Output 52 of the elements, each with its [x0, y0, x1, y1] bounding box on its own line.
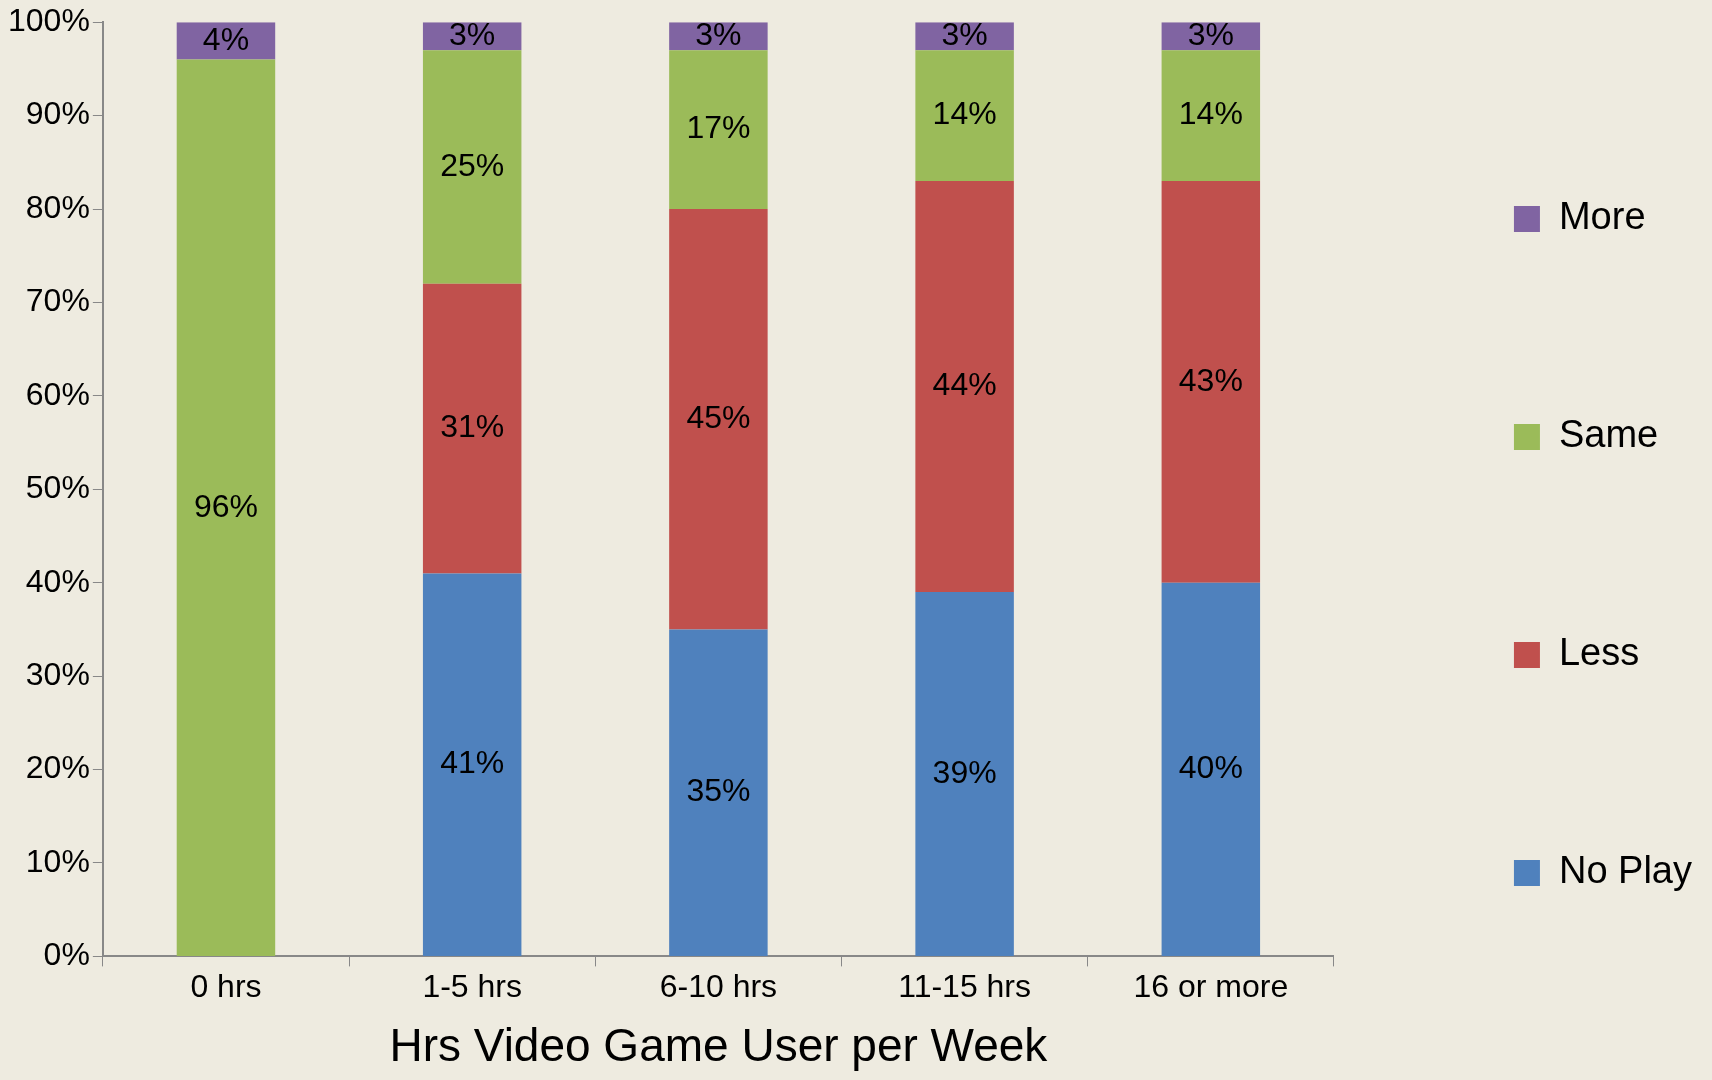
x-tick-label: 1-5 hrs — [422, 968, 522, 1005]
data-label: 25% — [440, 146, 505, 183]
legend-label: Same — [1558, 413, 1659, 456]
x-tick-label: 16 or more — [1133, 968, 1289, 1005]
data-label: 35% — [686, 772, 751, 809]
bar — [1161, 181, 1261, 583]
y-tick-label: 40% — [25, 562, 90, 599]
data-label: 4% — [202, 20, 250, 57]
x-tick-label: 11-15 hrs — [898, 968, 1032, 1005]
y-tick-label: 0% — [43, 936, 90, 973]
x-tick-label: 6-10 hrs — [659, 968, 778, 1005]
data-label: 41% — [440, 744, 505, 781]
data-label: 3% — [941, 16, 988, 53]
data-label: 14% — [1178, 95, 1243, 132]
data-label: 44% — [932, 366, 997, 403]
bar — [176, 59, 276, 956]
x-axis-title: Hrs Video Game User per Week — [389, 1019, 1049, 1072]
data-label: 17% — [686, 109, 751, 146]
y-tick-label: 70% — [25, 282, 90, 319]
data-label: 3% — [449, 16, 496, 53]
y-tick-label: 50% — [25, 469, 90, 506]
bar — [422, 283, 522, 574]
bar — [1161, 582, 1261, 956]
data-label: 43% — [1178, 361, 1243, 398]
bar — [915, 592, 1014, 956]
bar — [915, 50, 1014, 182]
y-tick-label: 80% — [25, 188, 90, 225]
bar — [915, 181, 1014, 593]
data-label: 14% — [932, 95, 997, 132]
data-label: 3% — [695, 16, 742, 53]
data-label: 96% — [193, 487, 258, 524]
data-label: 40% — [1178, 749, 1243, 786]
data-label: 3% — [1187, 16, 1234, 53]
bar — [422, 50, 522, 284]
bar — [422, 573, 522, 956]
data-label: 31% — [440, 408, 505, 445]
bar — [669, 50, 768, 210]
data-label: 45% — [686, 399, 751, 436]
bar — [669, 629, 768, 956]
bar — [1161, 50, 1261, 182]
y-tick-label: 100% — [8, 2, 90, 39]
y-tick-label: 30% — [25, 655, 90, 692]
bar — [669, 209, 768, 630]
y-tick-label: 90% — [25, 95, 90, 132]
legend-label: More — [1558, 195, 1646, 238]
legend-label: No Play — [1558, 849, 1693, 892]
y-tick-label: 20% — [25, 749, 90, 786]
y-tick-label: 10% — [25, 842, 90, 879]
x-tick-label: 0 hrs — [190, 968, 262, 1005]
data-label: 39% — [932, 753, 997, 790]
y-tick-label: 60% — [25, 375, 90, 412]
legend-label: Less — [1558, 631, 1640, 674]
